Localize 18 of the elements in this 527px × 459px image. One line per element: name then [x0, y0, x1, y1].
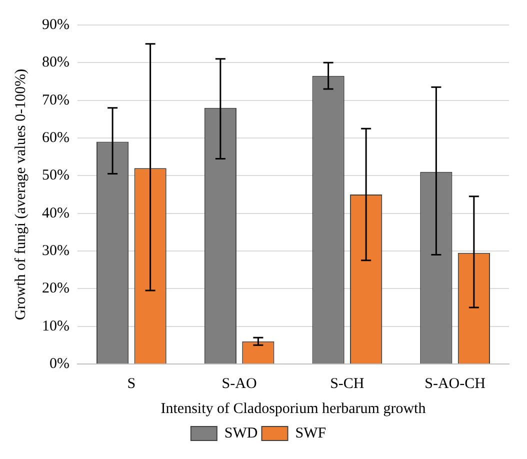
y-tick-label: 40% [42, 205, 70, 222]
x-tick-label: S-CH [330, 376, 364, 392]
y-tick-label: 80% [42, 54, 70, 71]
y-tick-label: 60% [42, 130, 70, 146]
y-tick-label: 20% [42, 280, 70, 297]
legend-label: SWD [224, 425, 258, 442]
y-tick-label: 70% [42, 92, 70, 108]
x-axis-title: Intensity of Cladosporium herbarum growth [160, 400, 426, 417]
x-tick-label: S-AO-CH [424, 376, 486, 392]
y-tick-label: 50% [42, 168, 70, 184]
y-tick-label: 30% [42, 242, 70, 259]
legend-label: SWF [295, 425, 326, 442]
y-tick-label: 0% [49, 356, 70, 372]
x-tick-label: S-AO [222, 376, 257, 392]
y-tick-label: 10% [42, 318, 70, 334]
y-axis-title: Growth of fungi (average values 0-100%) [12, 68, 29, 320]
y-tick-label: 90% [42, 16, 70, 33]
x-tick-label: S [127, 376, 136, 392]
